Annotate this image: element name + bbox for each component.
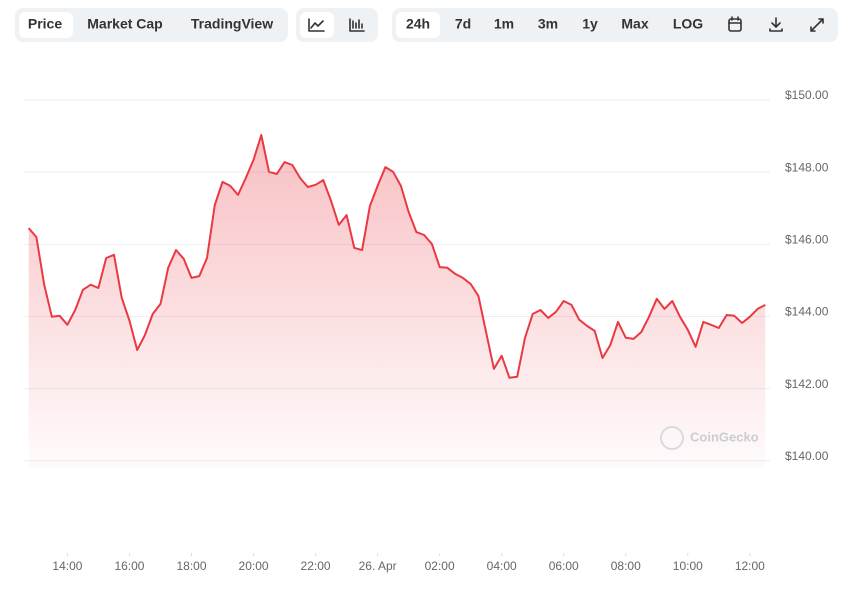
range[interactable]: 1y — [582, 16, 598, 32]
range[interactable]: 1m — [494, 16, 514, 32]
plot: $140.00 $142.00 $144.00 $146.00 $148.00 $150.… — [24, 88, 829, 573]
expand-icon[interactable] — [810, 18, 824, 32]
active-range — [396, 12, 440, 38]
watermark: CoinGecko — [690, 429, 759, 444]
calendar-icon[interactable] — [728, 16, 742, 32]
range[interactable]: 3m — [538, 16, 558, 32]
range[interactable]: 7d — [455, 16, 471, 32]
x-tick-label: 06:00 — [549, 559, 579, 573]
x-tick-label: 12:00 — [735, 559, 765, 573]
range[interactable]: Max — [621, 16, 648, 32]
x-tick-label: 20:00 — [239, 559, 269, 573]
active-tab — [19, 12, 73, 38]
x-tick-label: 04:00 — [487, 559, 517, 573]
line-chart-icon[interactable] — [308, 18, 325, 32]
range[interactable]: 24h — [406, 16, 430, 32]
download-icon[interactable] — [769, 17, 783, 32]
tab[interactable]: Price — [28, 16, 62, 32]
y-tick-label: $140.00 — [785, 449, 829, 463]
x-tick-label: 08:00 — [611, 559, 641, 573]
x-tick-label: 02:00 — [425, 559, 455, 573]
y-tick-label: $142.00 — [785, 377, 829, 391]
x-tick-label: 16:00 — [114, 559, 144, 573]
range-group — [392, 8, 838, 42]
candle-chart-icon[interactable] — [349, 18, 365, 32]
y-tick-label: $148.00 — [785, 160, 829, 174]
x-tick-label: 14:00 — [52, 559, 82, 573]
x-tick-label: 26. Apr — [359, 559, 397, 573]
price-line — [27, 134, 766, 379]
y-tick-label: $144.00 — [785, 305, 829, 319]
tab-group — [15, 8, 288, 42]
x-tick-label: 18:00 — [176, 559, 206, 573]
area-fill — [28, 135, 766, 468]
y-tick-label: $146.00 — [785, 233, 829, 247]
watermark-logo — [660, 426, 684, 450]
x-tick-label: 22:00 — [301, 559, 331, 573]
tab[interactable]: TradingView — [191, 16, 273, 32]
range[interactable]: LOG — [673, 16, 703, 32]
tab[interactable]: Market Cap — [87, 16, 162, 32]
y-tick-label: $150.00 — [785, 88, 829, 102]
x-tick-label: 10:00 — [673, 559, 703, 573]
